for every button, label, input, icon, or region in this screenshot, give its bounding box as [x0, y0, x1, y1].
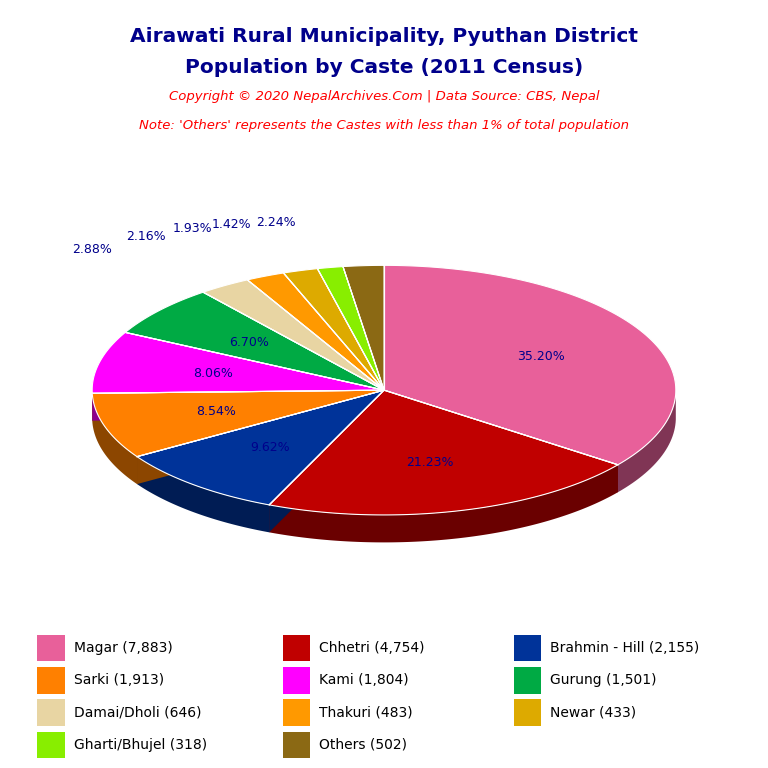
Polygon shape [137, 457, 270, 532]
Text: Others (502): Others (502) [319, 737, 407, 752]
Text: 21.23%: 21.23% [406, 456, 453, 469]
Polygon shape [283, 269, 384, 390]
Polygon shape [270, 390, 618, 515]
Polygon shape [92, 390, 384, 457]
Bar [38, 731, 65, 758]
Polygon shape [270, 390, 384, 532]
Polygon shape [92, 393, 137, 484]
Text: Brahmin - Hill (2,155): Brahmin - Hill (2,155) [550, 641, 700, 655]
Polygon shape [137, 390, 384, 484]
Text: Gharti/Bhujel (318): Gharti/Bhujel (318) [74, 737, 207, 752]
Polygon shape [137, 390, 384, 505]
Text: Airawati Rural Municipality, Pyuthan District: Airawati Rural Municipality, Pyuthan Dis… [130, 27, 638, 46]
Bar [38, 667, 65, 694]
Text: Damai/Dholi (646): Damai/Dholi (646) [74, 706, 201, 720]
Bar [514, 667, 541, 694]
Polygon shape [125, 292, 384, 390]
Polygon shape [92, 333, 384, 393]
Polygon shape [204, 280, 384, 390]
Polygon shape [137, 390, 384, 484]
Polygon shape [384, 266, 676, 465]
Text: Gurung (1,501): Gurung (1,501) [550, 674, 657, 687]
Text: Sarki (1,913): Sarki (1,913) [74, 674, 164, 687]
Text: Thakuri (483): Thakuri (483) [319, 706, 412, 720]
Bar [514, 635, 541, 661]
Polygon shape [270, 465, 618, 542]
Text: Magar (7,883): Magar (7,883) [74, 641, 172, 655]
Bar [283, 667, 310, 694]
Polygon shape [618, 392, 676, 492]
Bar [283, 635, 310, 661]
Bar [38, 700, 65, 726]
Polygon shape [247, 273, 384, 390]
Text: 2.88%: 2.88% [72, 243, 112, 256]
Text: 35.20%: 35.20% [517, 350, 564, 363]
Text: Kami (1,804): Kami (1,804) [319, 674, 409, 687]
Text: 2.16%: 2.16% [126, 230, 166, 243]
Polygon shape [343, 266, 384, 390]
Polygon shape [384, 390, 618, 492]
Text: Note: 'Others' represents the Castes with less than 1% of total population: Note: 'Others' represents the Castes wit… [139, 119, 629, 132]
Polygon shape [384, 390, 618, 492]
Bar [283, 700, 310, 726]
Polygon shape [92, 390, 384, 421]
Polygon shape [92, 390, 384, 421]
Text: 1.93%: 1.93% [173, 222, 212, 235]
Text: 2.24%: 2.24% [256, 216, 296, 229]
Text: 8.06%: 8.06% [194, 366, 233, 379]
Text: 8.54%: 8.54% [197, 406, 237, 419]
Bar [283, 731, 310, 758]
Polygon shape [270, 390, 384, 532]
Bar [514, 700, 541, 726]
Text: 6.70%: 6.70% [229, 336, 269, 349]
Bar [38, 635, 65, 661]
Text: 1.42%: 1.42% [212, 218, 251, 231]
Text: Population by Caste (2011 Census): Population by Caste (2011 Census) [185, 58, 583, 77]
Text: Chhetri (4,754): Chhetri (4,754) [319, 641, 425, 655]
Text: 9.62%: 9.62% [250, 441, 290, 454]
Text: Copyright © 2020 NepalArchives.Com | Data Source: CBS, Nepal: Copyright © 2020 NepalArchives.Com | Dat… [169, 90, 599, 103]
Text: Newar (433): Newar (433) [550, 706, 636, 720]
Polygon shape [317, 266, 384, 390]
